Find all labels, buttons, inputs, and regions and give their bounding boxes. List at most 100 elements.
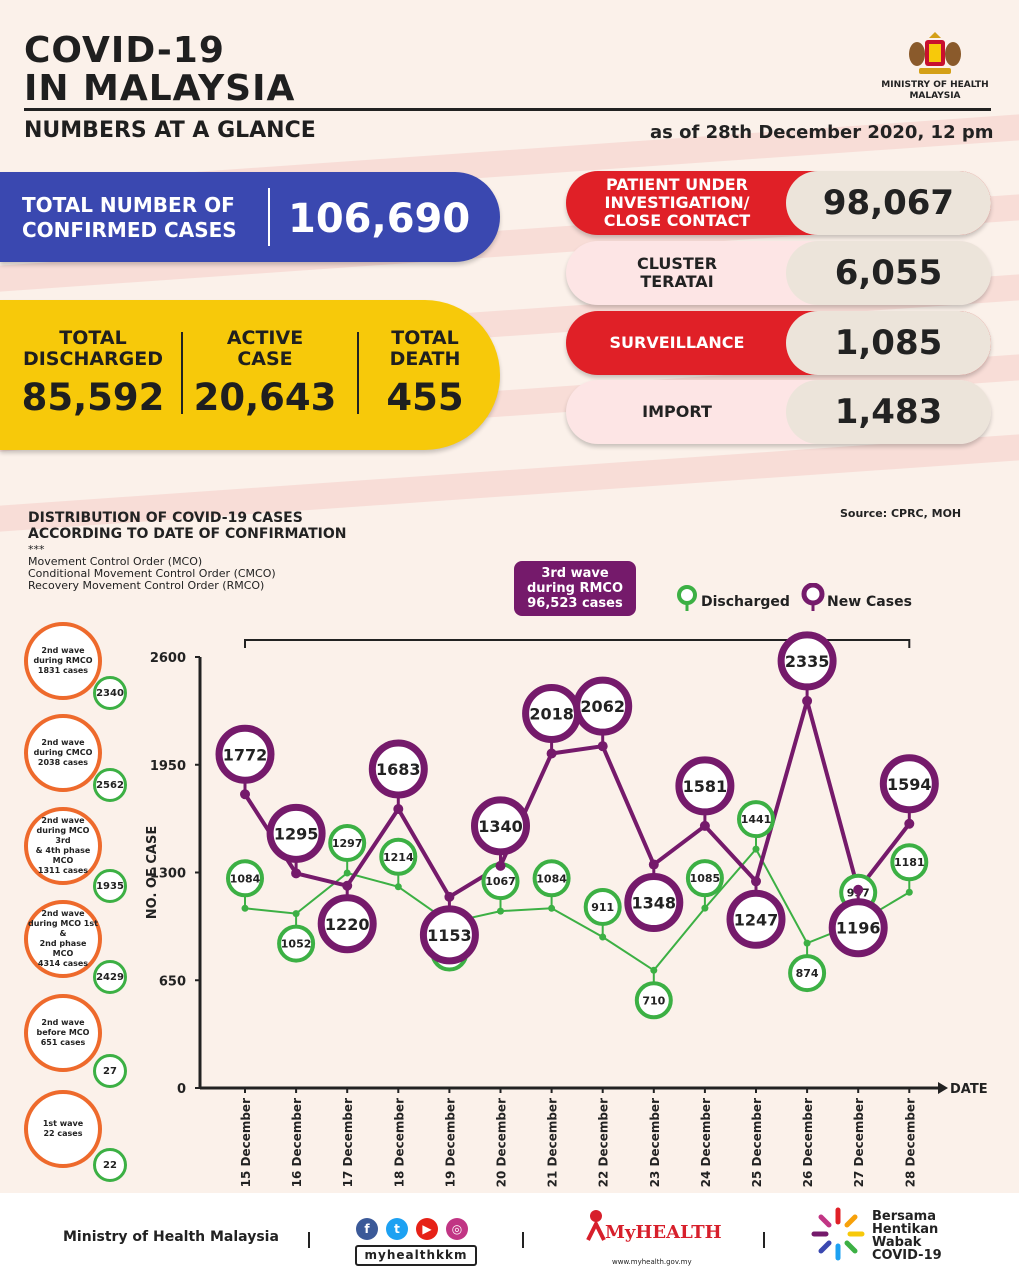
wave-line: 22 cases: [43, 1129, 83, 1138]
new-cases-data-label: 2335: [785, 652, 830, 671]
discharged-marker: [226, 859, 264, 898]
new-cases-point: [904, 818, 915, 829]
death-label: TOTAL DEATH: [375, 328, 475, 370]
new-cases-point: [495, 860, 506, 871]
third-wave-line-1: 3rd wave: [541, 566, 609, 581]
category-cluster-teratai: CLUSTER TERATAI 6,055: [566, 241, 991, 305]
y-tick-label: 2600: [150, 651, 186, 666]
myhealth-url[interactable]: www.myhealth.gov.my: [612, 1258, 692, 1266]
category-label-line: CLUSTER: [636, 254, 718, 273]
discharged-point: [803, 939, 811, 947]
category-label-line: CLOSE CONTACT: [603, 211, 751, 230]
x-tick-label: 23 December: [648, 1098, 662, 1187]
cases-line-chart: DATE NO. OF CASE 0 650 1300 1950 2600 15 Decemb…: [145, 631, 988, 1187]
youtube-icon[interactable]: ▶: [416, 1218, 438, 1240]
new-cases-marker: [471, 796, 530, 856]
new-cases-point: [648, 859, 659, 870]
twitter-icon[interactable]: t: [386, 1218, 408, 1240]
social-handle[interactable]: myhealthkkm: [355, 1245, 477, 1266]
discharged-data-label: 1067: [485, 875, 516, 888]
wave-count-badge: 2429: [93, 960, 127, 994]
chart-title: DISTRIBUTION OF COVID-19 CASES ACCORDING…: [28, 510, 347, 542]
new-cases-point: [240, 789, 250, 800]
third-wave-callout: 3rd wave during RMCO 96,523 cases: [514, 561, 636, 616]
x-tick-label: 20 December: [495, 1098, 509, 1187]
slogan-line: Wabak: [872, 1235, 922, 1250]
new-cases-marker: [317, 894, 377, 954]
discharged-point: [343, 869, 351, 877]
wave-line: & 4th phase MCO: [35, 846, 91, 865]
wave-line: 2nd wave: [41, 646, 85, 655]
active-label: ACTIVE CASE: [190, 328, 340, 370]
x-tick-label: 26 December: [801, 1098, 815, 1187]
new-cases-marker: [419, 905, 479, 965]
discharged-point: [497, 907, 504, 915]
new-cases-point: [444, 891, 455, 902]
discharged-data-label: 710: [642, 994, 665, 1007]
series-line-new-cases: [243, 693, 911, 900]
new-cases-marker: [573, 676, 633, 736]
facebook-icon[interactable]: f: [356, 1218, 378, 1240]
y-tick-label: 0: [177, 1082, 186, 1097]
new-cases-marker: [777, 631, 837, 691]
instagram-icon[interactable]: ◎: [446, 1218, 468, 1240]
footer-divider: [308, 1232, 310, 1248]
discharged-data-label: 911: [591, 901, 614, 914]
new-cases-data-label: 1581: [683, 777, 728, 796]
page-title: COVID-19 IN MALAYSIA: [24, 32, 295, 108]
title-line-1: COVID-19: [24, 30, 225, 71]
wave-count-badge: 27: [93, 1054, 127, 1088]
y-tick-label: 1950: [150, 759, 186, 774]
x-tick-label: 18 December: [392, 1098, 406, 1187]
x-tick-label: 25 December: [750, 1098, 764, 1187]
new-cases-point: [393, 804, 404, 815]
discharged-marker: [277, 924, 316, 963]
discharged-marker: [379, 837, 418, 876]
wave-line: during RMCO: [33, 656, 93, 665]
chart-title-line-2: ACCORDING TO DATE OF CONFIRMATION: [28, 526, 347, 542]
discharged-point: [292, 910, 300, 918]
wave-line: during MCO 3rd: [36, 826, 90, 845]
confirmed-label: TOTAL NUMBER OF CONFIRMED CASES: [22, 193, 257, 243]
wave-circle-mco-3-4: 2nd wave during MCO 3rd & 4th phase MCO 131…: [24, 807, 102, 885]
bersama-slogan: Bersama Hentikan Wabak COVID-19: [872, 1210, 942, 1262]
new-cases-data-label: 1348: [632, 894, 677, 913]
discharged-label-line-2: DISCHARGED: [22, 348, 164, 370]
new-cases-marker: [828, 898, 888, 958]
wave-line: 651 cases: [40, 1038, 86, 1047]
x-tick-label: 21 December: [546, 1098, 560, 1187]
category-surveillance: SURVEILLANCE 1,085: [566, 311, 991, 375]
footer: [0, 1193, 1019, 1280]
wave-count-badge: 1935: [93, 869, 127, 903]
new-cases-marker: [266, 803, 326, 863]
active-label-line-1: ACTIVE: [226, 327, 304, 349]
abbreviation-rmco: Recovery Movement Control Order (RMCO): [28, 579, 265, 592]
wave-circle-cmco: 2nd wave during CMCO 2038 cases: [24, 714, 102, 792]
footer-divider: [763, 1232, 765, 1248]
discharged-marker: [890, 843, 929, 882]
new-cases-marker: [726, 889, 786, 949]
discharged-legend-label: Discharged: [701, 594, 790, 610]
wave-circle-first-wave: 1st wave 22 cases: [24, 1090, 102, 1168]
death-label-line-1: TOTAL: [391, 327, 459, 349]
myhealth-logo-icon: [586, 1210, 606, 1241]
title-line-2: IN MALAYSIA: [24, 68, 296, 109]
abbreviation-cmco: Conditional Movement Control Order (CMCO…: [28, 567, 276, 580]
new-cases-data-label: 1153: [427, 926, 472, 945]
x-tick-label: 24 December: [699, 1098, 713, 1187]
new-cases-point: [699, 820, 710, 831]
wave-line: 1311 cases: [37, 866, 89, 875]
discharged-marker: [583, 887, 622, 926]
x-tick-label: 15 December: [239, 1098, 253, 1187]
confirmed-label-line-2: CONFIRMED CASES: [22, 218, 237, 242]
discharged-point: [241, 904, 249, 912]
ministry-line-2: MALAYSIA: [909, 91, 961, 101]
discharged-marker: [532, 859, 571, 898]
discharged-data-label: 874: [796, 967, 819, 980]
discharged-marker: [634, 981, 673, 1020]
slogan-line: Hentikan: [872, 1222, 939, 1237]
discharged-data-label: 1084: [230, 872, 261, 885]
category-label: IMPORT: [642, 402, 712, 421]
category-label-line: TERATAI: [640, 272, 714, 291]
summary-divider: [181, 332, 183, 414]
